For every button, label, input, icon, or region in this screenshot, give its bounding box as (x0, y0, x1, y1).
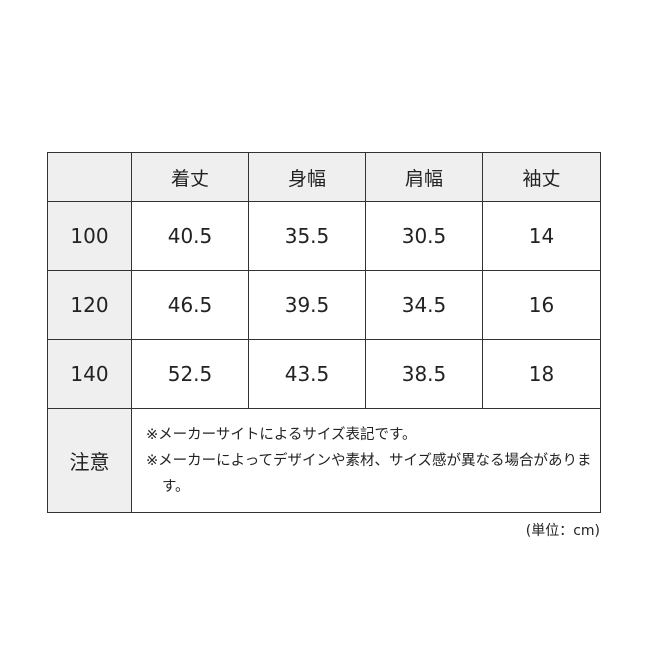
size-label: 140 (47, 339, 132, 409)
notes-label: 注意 (47, 408, 132, 513)
header-length: 着丈 (131, 152, 249, 202)
cell: 35.5 (248, 201, 366, 271)
cell: 16 (482, 270, 601, 340)
cell: 52.5 (131, 339, 249, 409)
note-line: ※メーカーによってデザインや素材、サイズ感が異なる場合があります。 (146, 452, 592, 495)
cell: 30.5 (365, 201, 483, 271)
header-corner (47, 152, 132, 202)
unit-label: (単位：cm) (525, 523, 600, 539)
size-label: 100 (47, 201, 132, 271)
note-line: ※メーカーサイトによるサイズ表記です。 (146, 426, 417, 443)
notes-row: 注意 ※メーカーサイトによるサイズ表記です。 ※メーカーによってデザインや素材、… (47, 408, 601, 513)
cell: 43.5 (248, 339, 366, 409)
header-row: 着丈 身幅 肩幅 袖丈 (47, 152, 601, 202)
cell: 46.5 (131, 270, 249, 340)
header-shoulder: 肩幅 (365, 152, 483, 202)
cell: 14 (482, 201, 601, 271)
table-row: 120 46.5 39.5 34.5 16 (47, 270, 601, 340)
header-sleeve: 袖丈 (482, 152, 601, 202)
table-row: 140 52.5 43.5 38.5 18 (47, 339, 601, 409)
cell: 38.5 (365, 339, 483, 409)
cell: 40.5 (131, 201, 249, 271)
notes-cell: ※メーカーサイトによるサイズ表記です。 ※メーカーによってデザインや素材、サイズ… (131, 408, 601, 513)
cell: 18 (482, 339, 601, 409)
cell: 34.5 (365, 270, 483, 340)
table-row: 100 40.5 35.5 30.5 14 (47, 201, 601, 271)
size-table: 着丈 身幅 肩幅 袖丈 100 40.5 35.5 30.5 14 120 46… (47, 152, 601, 513)
header-width: 身幅 (248, 152, 366, 202)
size-label: 120 (47, 270, 132, 340)
cell: 39.5 (248, 270, 366, 340)
